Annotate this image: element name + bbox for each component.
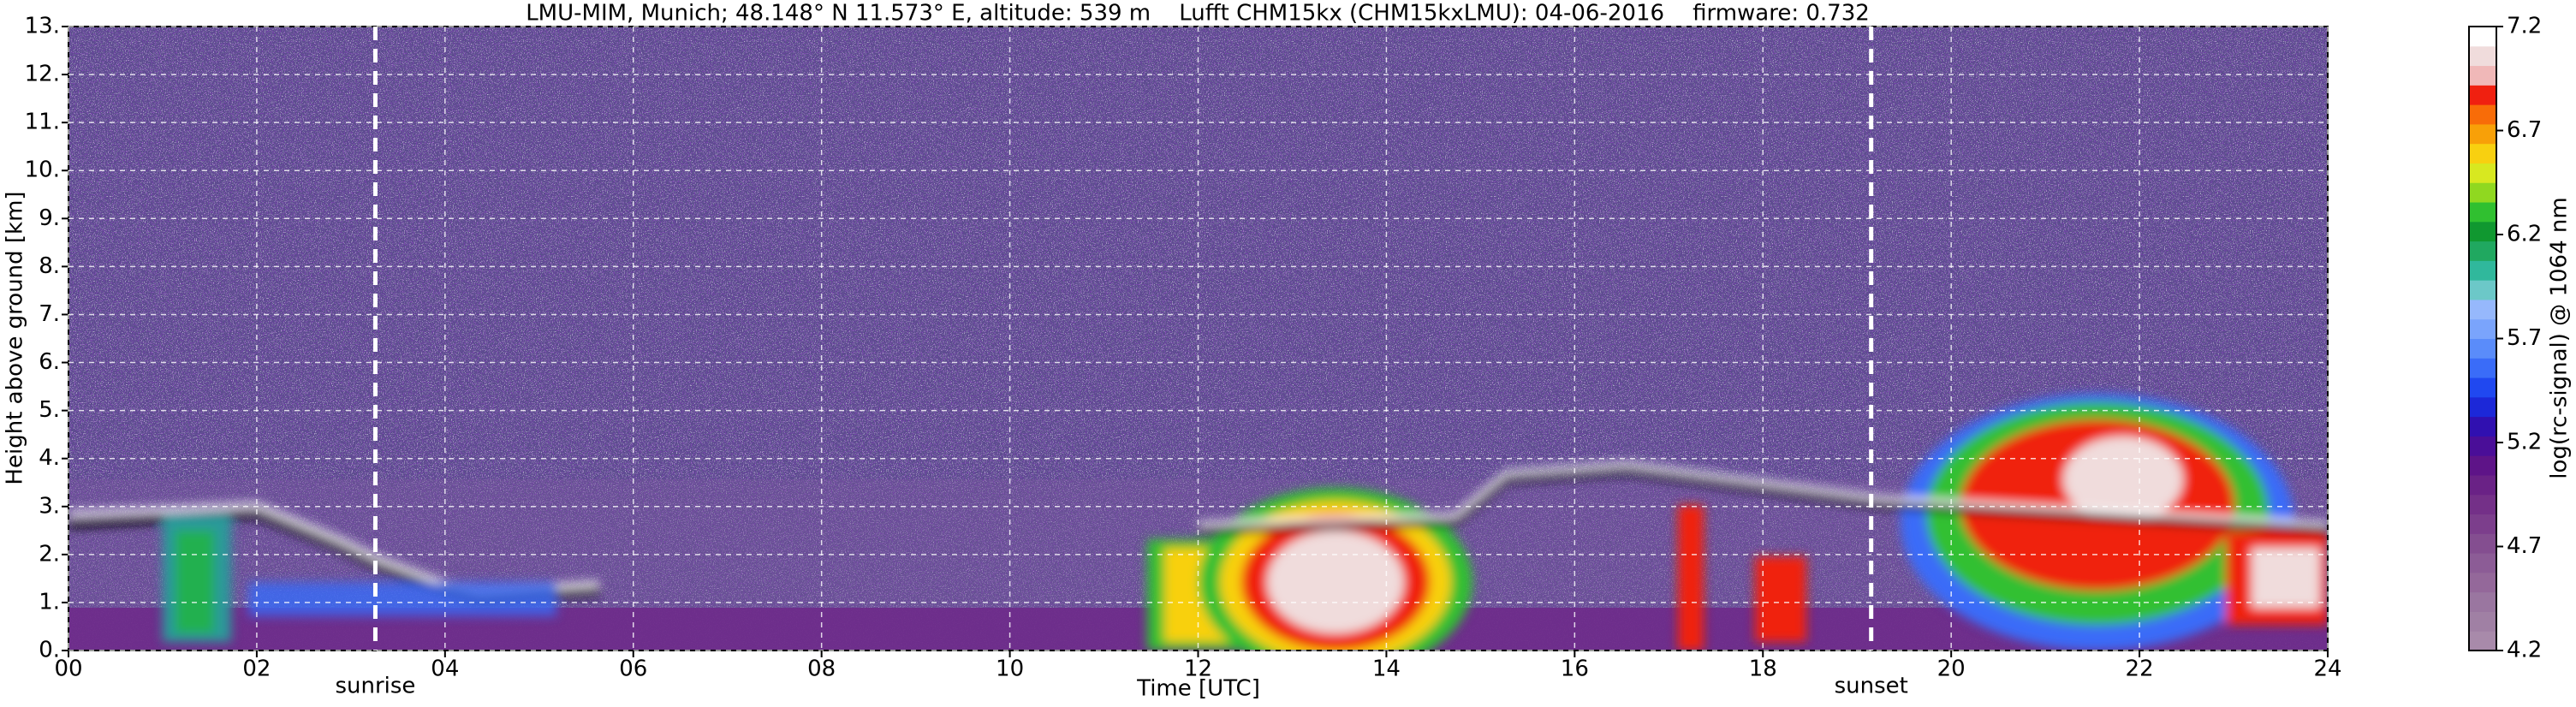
colorbar-band — [2469, 27, 2496, 47]
colorbar-band — [2469, 221, 2496, 242]
x-tick-label: 18 — [1749, 656, 1777, 682]
x-tick-label: 20 — [1937, 656, 1966, 682]
x-tick-label: 22 — [2126, 656, 2154, 682]
colorbar-band — [2469, 631, 2496, 651]
colorbar-tick-label: 6.7 — [2507, 117, 2542, 143]
y-tick-label: 7. — [39, 301, 60, 327]
colorbar-band — [2469, 553, 2496, 573]
colorbar-band — [2469, 104, 2496, 125]
x-tick-label: 08 — [807, 656, 836, 682]
colorbar-band — [2469, 514, 2496, 534]
colorbar-band — [2469, 182, 2496, 203]
colorbar-band — [2469, 299, 2496, 320]
x-tick-label: 00 — [54, 656, 82, 682]
colorbar-tick-label: 4.7 — [2507, 533, 2542, 559]
colorbar-band — [2469, 241, 2496, 261]
colorbar-band — [2469, 280, 2496, 300]
colorbar-tick-label: 5.7 — [2507, 325, 2542, 351]
x-tick-label: 24 — [2313, 656, 2341, 682]
colorbar-band — [2469, 163, 2496, 183]
x-tick-label: 10 — [996, 656, 1024, 682]
colorbar-band — [2469, 416, 2496, 437]
colorbar-band — [2469, 358, 2496, 378]
colorbar-band — [2469, 377, 2496, 398]
chart-title: LMU-MIM, Munich; 48.148° N 11.573° E, al… — [526, 1, 1870, 27]
colorbar-band — [2469, 474, 2496, 496]
y-tick-label: 3. — [39, 493, 60, 519]
x-tick-label: 02 — [242, 656, 271, 682]
colorbar-band — [2469, 591, 2496, 612]
colorbar-band — [2469, 202, 2496, 223]
colorbar-tick-label: 6.2 — [2507, 222, 2542, 247]
y-tick-label: 8. — [39, 253, 60, 279]
y-tick-label: 0. — [39, 638, 60, 663]
y-tick-label: 12. — [25, 62, 60, 87]
colorbar-band — [2469, 143, 2496, 163]
colorbar-band — [2469, 436, 2496, 456]
colorbar-band — [2469, 455, 2496, 476]
annotation-label: sunset — [1835, 674, 1908, 699]
y-tick-label: 13. — [25, 14, 60, 39]
colorbar-tick-label: 5.2 — [2507, 430, 2542, 455]
y-tick-label: 5. — [39, 397, 60, 423]
y-tick-label: 11. — [25, 110, 60, 135]
colorbar-band — [2469, 45, 2496, 67]
colorbar-band — [2469, 396, 2496, 418]
colorbar-band — [2469, 572, 2496, 593]
colorbar-band — [2469, 85, 2496, 105]
colorbar-band — [2469, 338, 2496, 359]
colorbar-band — [2469, 65, 2496, 86]
x-tick-label: 16 — [1561, 656, 1589, 682]
x-tick-label: 06 — [619, 656, 647, 682]
colorbar-tick-label: 7.2 — [2507, 14, 2542, 39]
y-axis-label: Height above ground [km] — [3, 191, 28, 484]
colorbar-band — [2469, 123, 2496, 145]
y-tick-label: 10. — [25, 157, 60, 183]
y-tick-label: 4. — [39, 445, 60, 471]
x-tick-label: 12 — [1184, 656, 1212, 682]
colorbar-band — [2469, 318, 2496, 339]
y-tick-label: 1. — [39, 589, 60, 615]
annotation-label: sunrise — [335, 674, 415, 699]
colorbar-band — [2469, 260, 2496, 281]
x-axis-label: Time [UTC] — [1136, 676, 1260, 702]
colorbar-tick-label: 4.2 — [2507, 638, 2542, 663]
y-tick-label: 2. — [39, 541, 60, 567]
x-tick-label: 14 — [1372, 656, 1401, 682]
y-tick-label: 9. — [39, 205, 60, 231]
y-tick-label: 6. — [39, 349, 60, 375]
colorbar-band — [2469, 494, 2496, 515]
x-tick-label: 04 — [431, 656, 459, 682]
colorbar-label: log(rc-signal) @ 1064 nm — [2547, 197, 2573, 478]
colorbar-band — [2469, 611, 2496, 632]
colorbar-band — [2469, 533, 2496, 554]
